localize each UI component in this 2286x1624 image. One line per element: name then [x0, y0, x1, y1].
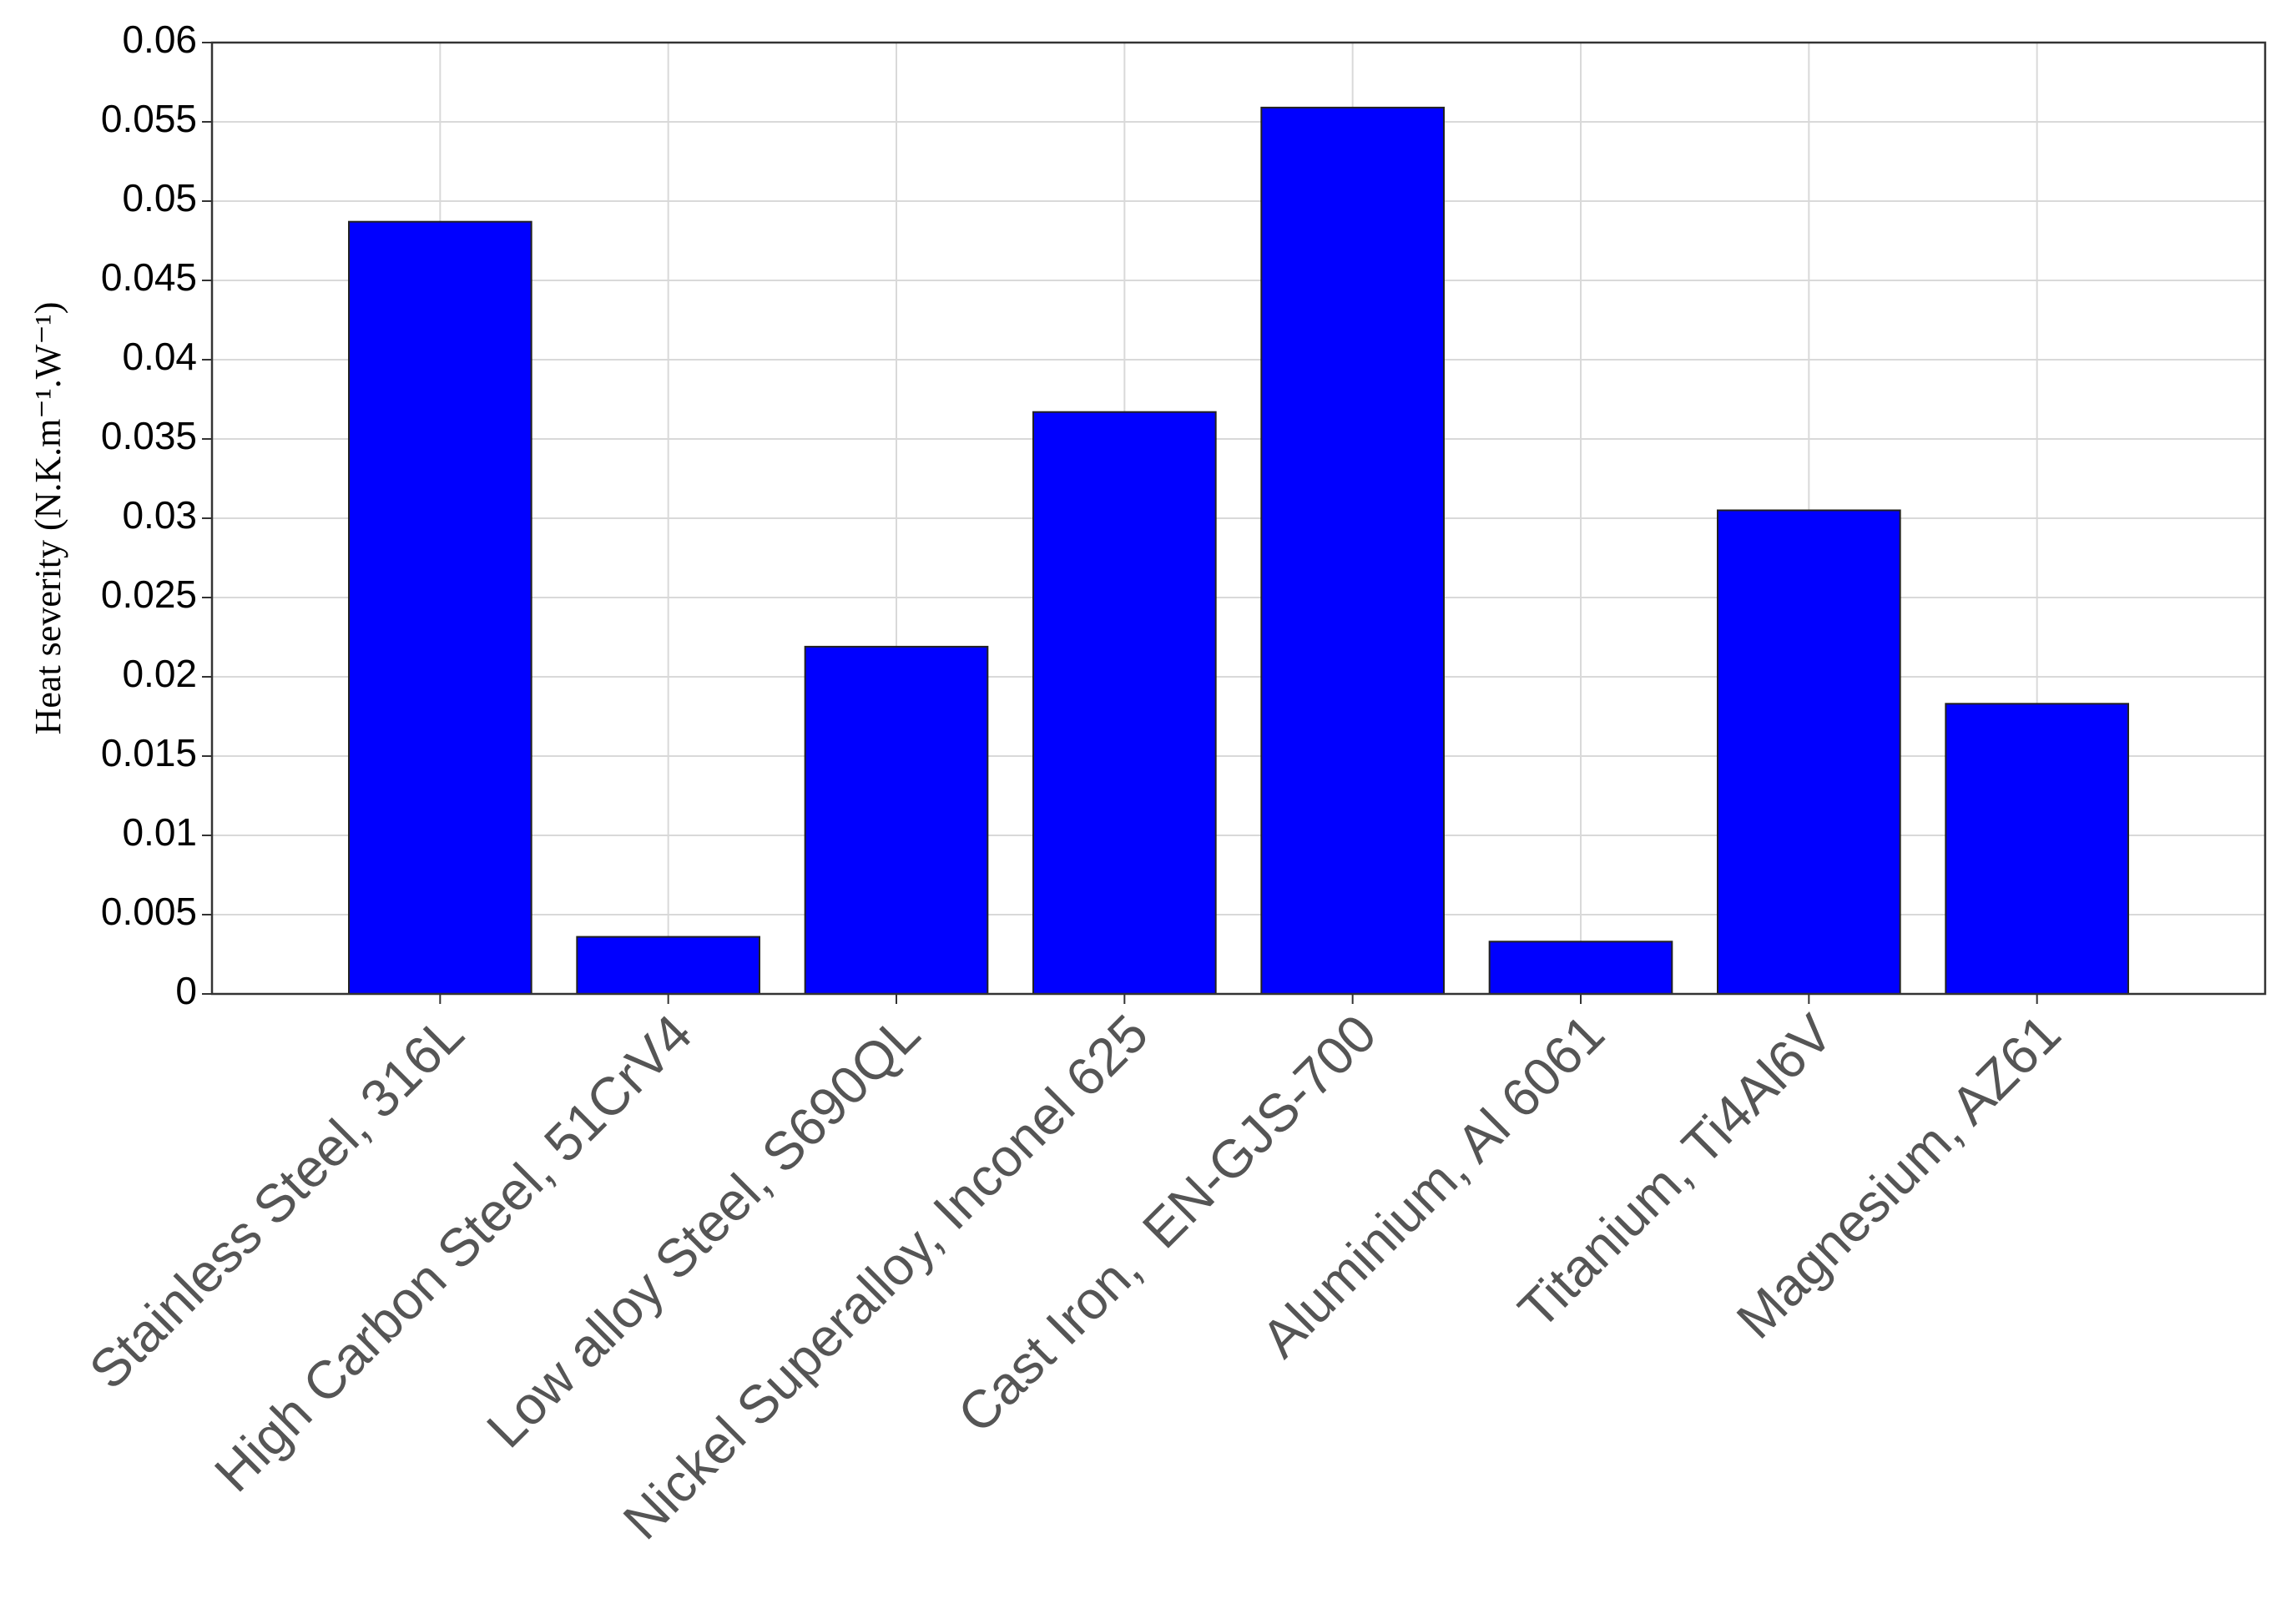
y-tick-label: 0.005 — [101, 890, 197, 933]
y-tick-label: 0.045 — [101, 255, 197, 299]
y-tick-label: 0.03 — [122, 493, 197, 537]
bar — [804, 645, 989, 996]
bar — [1260, 106, 1446, 995]
bar — [1945, 703, 2129, 995]
plot-frame — [210, 41, 2267, 996]
y-tick-label: 0.01 — [122, 810, 197, 854]
y-axis-label: Heat severity (N.K.m⁻¹.W⁻¹) — [28, 302, 68, 735]
y-tick-label: 0 — [175, 969, 197, 1012]
y-tick-label: 0.055 — [101, 97, 197, 140]
x-tick-label: Low alloy Steel, S690QL — [475, 1003, 931, 1460]
y-tick-label: 0.02 — [122, 652, 197, 695]
bar — [576, 936, 760, 995]
bar — [1717, 509, 1901, 995]
y-tick-label: 0.04 — [122, 335, 197, 378]
y-tick-label: 0.06 — [122, 18, 197, 61]
bar — [1488, 941, 1673, 996]
bar — [348, 220, 532, 995]
x-tick-label: Cast Iron, EN-GJS-700 — [946, 1003, 1388, 1445]
x-tick-label: High Carbon Steel, 51CrV4 — [203, 1003, 703, 1503]
x-tick-label: Stainless Steel, 316L — [78, 1003, 475, 1400]
bar — [1032, 411, 1217, 995]
y-tick-label: 0.05 — [122, 176, 197, 219]
y-tick-label: 0.035 — [101, 414, 197, 457]
y-tick-label: 0.025 — [101, 572, 197, 616]
y-tick-label: 0.015 — [101, 731, 197, 774]
